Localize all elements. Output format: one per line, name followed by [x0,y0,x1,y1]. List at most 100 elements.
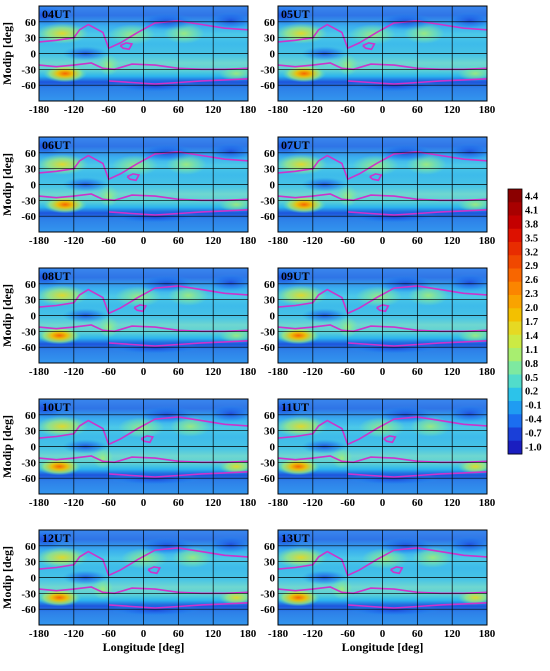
x-tick-label: 60 [173,366,185,378]
y-tick-label: 60 [25,17,37,29]
panels: 04UT -180 -120 -60 0 60 120 180 60 30 0 -30 -60 Modip… [0,5,496,654]
y-tick-label: 0 [31,49,37,61]
y-tick-label: 0 [31,573,37,585]
panel-07ut: 07UT -180 -120 -60 0 60 120 180 60 30 0 -30 -60 [260,136,496,247]
colorbar-swatch [508,308,522,322]
heatmap-spot [278,154,328,175]
y-axis-label: Modip [deg] [0,284,14,347]
y-tick-label: 60 [25,410,37,422]
panel-frame [38,529,249,626]
x-tick-label: -60 [101,628,116,640]
heatmap-spot [278,23,328,44]
y-tick-label: 60 [25,541,37,553]
colorbar-swatch [508,414,522,428]
heatmap-spot [39,457,82,476]
x-tick-label: 0 [141,366,147,378]
colorbar-swatch [508,440,522,455]
y-tick-label: -60 [21,80,36,92]
panel-frame [277,5,488,102]
y-tick-label: -60 [260,604,275,616]
colorbar-swatch [508,321,522,336]
x-tick-label: 180 [240,366,257,378]
colorbar-label: 1.1 [525,345,538,356]
contour-line [39,416,248,446]
y-tick-label: 30 [264,33,276,45]
heatmap-spot [39,23,89,44]
panel-05ut: 05UT -180 -120 -60 0 60 120 180 60 30 0 -30 -60 [260,5,496,116]
x-tick-label: -60 [340,104,355,116]
colorbar-swatch [508,215,522,230]
x-tick-label: 0 [380,366,386,378]
x-tick-label: -120 [303,628,324,640]
x-tick-label: -180 [29,235,50,247]
x-tick-label: 0 [141,497,147,509]
heatmap-spot [278,6,308,26]
x-tick-label: 60 [173,104,185,116]
x-tick-label: 180 [240,235,257,247]
heatmap-spot [43,64,88,83]
x-tick-label: 120 [444,366,461,378]
y-tick-label: 30 [25,33,37,45]
colorbar-label: 2.6 [525,275,538,286]
heatmap-spot [39,530,69,550]
y-tick-label: 0 [270,573,276,585]
contour-line [390,566,404,575]
x-tick-label: 180 [240,628,257,640]
panel-08ut: 08UT -180 -120 -60 0 60 120 180 60 30 0 -30 -60 Modip… [0,267,257,378]
y-tick-label: 30 [25,426,37,438]
panel-frame [277,529,488,626]
heatmap-spot [207,273,248,292]
x-tick-label: 120 [444,497,461,509]
panel-12ut: 12UT -180 -120 -60 0 60 120 180 60 30 0 -30 -60 Modip… [0,529,257,654]
x-tick-label: 120 [205,235,222,247]
colorbar-swatch [508,427,522,442]
x-tick-label: 60 [412,497,424,509]
heatmap-spot [446,404,487,423]
colorbar-label: -1.0 [525,443,542,454]
x-tick-label: -120 [64,104,85,116]
x-tick-label: 0 [141,104,147,116]
contour-line [278,547,487,577]
colorbar-label: -0.4 [525,415,542,426]
colorbar-label: 0.2 [525,387,538,398]
x-tick-label: -120 [64,235,85,247]
y-tick-label: -60 [260,342,275,354]
contour-line [278,150,487,181]
y-tick-label: -30 [260,457,275,469]
x-tick-label: -60 [101,235,116,247]
x-tick-label: -180 [268,104,289,116]
colorbar-label: -0.1 [525,401,542,412]
heatmap-spot [207,11,248,30]
x-tick-label: 120 [205,366,222,378]
colorbar-swatch [508,361,522,375]
x-tick-label: 180 [479,628,496,640]
y-axis-label: Modip [deg] [0,415,14,478]
x-tick-label: 120 [205,104,222,116]
x-tick-label: 0 [380,235,386,247]
x-tick-label: 120 [444,235,461,247]
panel-frame [277,136,488,233]
y-tick-label: -30 [260,588,275,600]
contour-line [39,547,248,577]
panel-11ut: 11UT -180 -120 -60 0 60 120 180 60 30 0 -30 -60 [260,398,496,509]
heatmap-spot [446,142,487,161]
y-tick-label: 60 [264,148,276,160]
x-tick-label: 60 [412,628,424,640]
x-tick-label: 120 [444,628,461,640]
heatmap-spot [92,447,114,469]
panel-frame [277,267,488,364]
panel-label: 04UT [42,7,71,21]
x-tick-label: 0 [380,104,386,116]
colorbar-swatch [508,374,522,389]
contour-line [383,435,397,444]
panel-13ut: 13UT-180 -120 -60 0 60 120 18060300-30-60Longi… [260,529,496,654]
colorbar-label: 3.8 [525,219,538,230]
x-tick-label: 0 [380,628,386,640]
heatmap-spot [278,457,321,476]
panel-label: 09UT [281,269,310,283]
y-tick-label: 0 [31,180,37,192]
heatmap-spot [207,404,248,423]
x-tick-label: 180 [479,235,496,247]
colorbar-swatch [508,348,522,362]
